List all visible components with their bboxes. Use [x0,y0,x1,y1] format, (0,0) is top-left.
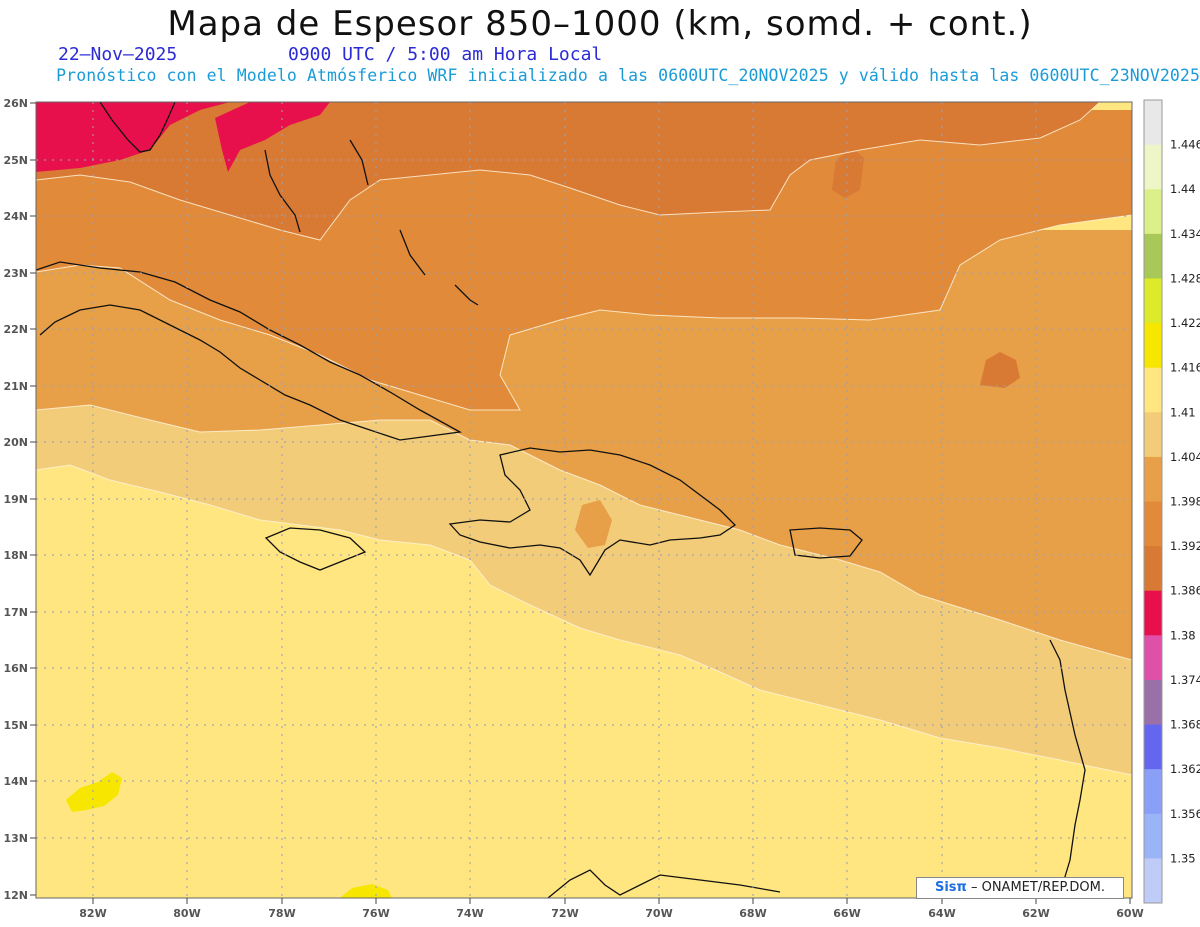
lat-label: 21N [3,380,28,393]
colorbar-swatch [1144,100,1162,146]
lon-label: 70W [645,907,672,920]
colorbar-label: 1.362 [1170,762,1200,776]
spot-1-416-a [66,772,122,812]
lat-label: 14N [3,775,28,788]
colorbar-label: 1.446 [1170,138,1200,152]
forecast-date: 22–Nov–2025 [58,44,178,65]
lat-label: 19N [3,493,28,506]
contour-lines [36,102,1132,776]
colorbar-swatch [1144,233,1162,279]
colorbar-swatch [1144,189,1162,235]
colorbar-frame [1143,99,1163,904]
patch-1-392-south [575,500,612,548]
coast-lesser-antilles [1049,639,1086,881]
colorbar-swatch [1144,546,1162,592]
lon-label: 78W [268,907,295,920]
colorbar-label: 1.38 [1170,628,1196,642]
lat-label: 16N [3,662,28,675]
lon-label: 80W [173,907,200,920]
lat-label: 26N [3,97,28,110]
patch-1-386-ne [832,148,864,198]
lat-label: 13N [3,832,28,845]
lon-label: 74W [456,907,483,920]
colorbar-swatch [1144,635,1162,681]
colorbar-swatch [1144,679,1162,726]
graticule [36,102,1132,898]
colorbar-label: 1.35 [1170,851,1196,865]
forecast-time: 0900 UTC / 5:00 am Hora Local [288,44,603,65]
coastlines [36,102,1086,898]
map-frame [35,101,1133,899]
colorbar-swatch [1144,456,1162,502]
colorbar-label: 1.392 [1170,539,1200,553]
coast-venezuela [547,869,781,898]
patch-1-398-east [980,352,1020,388]
colorbar-label: 1.41 [1170,405,1196,419]
lat-label: 20N [3,436,28,449]
colorbar-label: 1.368 [1170,718,1200,732]
colorbar-swatch [1144,769,1162,815]
lon-labels: 82W 80W 78W 76W 74W 72W 70W 68W 66W 64W … [79,907,1143,920]
colorbar-label: 1.398 [1170,495,1200,509]
colorbar-label: 1.374 [1170,673,1200,687]
lat-label: 22N [3,323,28,336]
credit-box: Sisπ – ONAMET/REP.DOM. [916,877,1124,899]
model-info: Pronóstico con el Modelo Atmósferico WRF… [56,66,1200,85]
tick-marks [30,102,1131,904]
colorbar-label: 1.422 [1170,316,1200,330]
colorbar-swatch [1144,724,1162,770]
colorbar: 1.446 1.44 1.434 1.428 1.422 1.416 1.41 1.404 1.… [1143,99,1200,904]
colorbar-swatch [1144,590,1162,636]
lon-label: 68W [739,907,766,920]
colorbar-swatch [1144,501,1162,547]
coast-bahamas-3 [399,229,426,276]
lat-label: 23N [3,267,28,280]
colorbar-label: 1.428 [1170,271,1200,285]
coast-jamaica [264,527,367,571]
lon-label: 76W [362,907,389,920]
band-1-380b [215,102,330,172]
lat-label: 25N [3,154,28,167]
coast-bahamas-4 [454,284,479,306]
band-1-380 [36,102,230,172]
colorbar-label: 1.404 [1170,450,1200,464]
credit-brand: Sisπ [934,880,967,895]
colorbar-label: 1.416 [1170,361,1200,375]
coast-bahamas-2 [349,139,369,186]
coast-puerto-rico [789,527,863,559]
lon-label: 66W [833,907,860,920]
lat-label: 12N [3,889,28,902]
lon-label: 60W [1116,907,1143,920]
colorbar-swatch [1144,858,1162,904]
coast-florida [99,102,176,153]
coast-cuba [36,261,463,441]
lat-label: 15N [3,719,28,732]
map-fill [36,102,1132,898]
lon-label: 64W [928,907,955,920]
colorbar-label: 1.44 [1170,182,1196,196]
lat-label: 24N [3,210,28,223]
colorbar-label: 1.356 [1170,807,1200,821]
colorbar-label: 1.386 [1170,584,1200,598]
colorbar-label: 1.434 [1170,227,1200,241]
lon-label: 62W [1022,907,1049,920]
colorbar-swatch [1144,412,1162,458]
coast-hispaniola [448,447,737,577]
coast-bahamas-1 [264,149,301,233]
lon-label: 82W [79,907,106,920]
spot-1-416-b [340,884,392,898]
colorbar-swatch [1144,278,1162,324]
colorbar-swatch [1144,144,1162,190]
colorbar-swatch [1144,323,1162,369]
colorbar-swatch [1144,813,1162,859]
colorbar-swatch [1144,367,1162,413]
lon-label: 72W [551,907,578,920]
page-title: Mapa de Espesor 850–1000 (km, somd. + co… [167,4,1033,44]
band-1-386 [36,102,1100,240]
lat-label: 18N [3,549,28,562]
lat-label: 17N [3,606,28,619]
lat-labels: 26N 25N 24N 23N 22N 21N 20N 19N 18N 17N … [3,97,28,902]
credit-org: – ONAMET/REP.DOM. [970,880,1105,895]
